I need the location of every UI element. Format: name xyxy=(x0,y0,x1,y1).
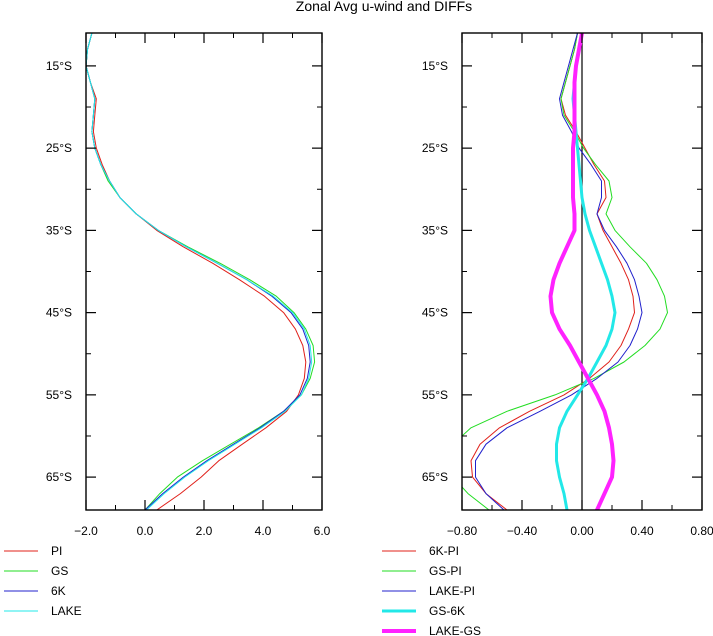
y-tick-label: 65°S xyxy=(422,470,448,484)
legend-label-gs-6k: GS-6K xyxy=(429,604,465,618)
series-line-gs-6k xyxy=(555,33,617,510)
x-tick-label: 0.40 xyxy=(630,524,654,538)
x-tick-label: −0.80 xyxy=(447,524,478,538)
left-panel-u-wind: 15°S 25°S 35°S 45°S 55°S 65°S −2.0 0.0 2.0 4.0 6.0… xyxy=(4,32,331,618)
axis-ticks xyxy=(85,33,323,510)
x-tick-label: 2.0 xyxy=(196,524,213,538)
series-line-gs xyxy=(86,33,316,510)
axis-ticks xyxy=(461,33,703,510)
legend-label-lake: LAKE xyxy=(51,604,82,618)
legend-label-lake-gs: LAKE-GS xyxy=(429,624,481,636)
x-tick-label: 4.0 xyxy=(255,524,272,538)
series-line-gs-pi xyxy=(462,33,668,510)
series-line-pi xyxy=(86,33,307,510)
series-line-6k xyxy=(86,33,311,510)
x-tick-label: −0.40 xyxy=(507,524,538,538)
y-tick-label: 35°S xyxy=(46,223,72,237)
legend-label-6k: 6K xyxy=(51,584,66,598)
legend-label-gs: GS xyxy=(51,564,68,578)
y-tick-label: 25°S xyxy=(46,141,72,155)
series-line-lake xyxy=(86,33,313,510)
series-line-6k-pi xyxy=(470,33,635,510)
legend-label-6k-pi: 6K-PI xyxy=(429,544,459,558)
chart-title: Zonal Avg u-wind and DIFFs xyxy=(296,0,472,14)
legend-label-gs-pi: GS-PI xyxy=(429,564,462,578)
y-tick-label: 45°S xyxy=(422,306,448,320)
series-group xyxy=(86,33,316,510)
y-tick-label: 65°S xyxy=(46,470,72,484)
series-line-lake-gs xyxy=(548,33,616,510)
y-tick-label: 55°S xyxy=(422,388,448,402)
right-panel-diffs: 15°S 25°S 35°S 45°S 55°S 65°S −0.80 −0.40 0.00 0.… xyxy=(382,32,713,636)
y-tick-label: 35°S xyxy=(422,223,448,237)
plot-frame xyxy=(85,32,323,511)
y-tick-label: 15°S xyxy=(46,59,72,73)
legend: PI GS 6K LAKE xyxy=(4,544,82,618)
x-tick-label: 0.80 xyxy=(690,524,713,538)
series-line-lake-pi xyxy=(475,33,643,510)
y-tick-label: 25°S xyxy=(422,141,448,155)
y-tick-label: 55°S xyxy=(46,388,72,402)
x-tick-label: 0.0 xyxy=(137,524,154,538)
legend: 6K-PI GS-PI LAKE-PI GS-6K LAKE-GS xyxy=(382,544,481,636)
legend-label-lake-pi: LAKE-PI xyxy=(429,584,475,598)
x-tick-label: 0.00 xyxy=(570,524,594,538)
x-tick-label: 6.0 xyxy=(314,524,331,538)
y-tick-label: 15°S xyxy=(422,59,448,73)
y-tick-label: 45°S xyxy=(46,306,72,320)
legend-label-pi: PI xyxy=(51,544,62,558)
x-tick-label: −2.0 xyxy=(74,524,98,538)
series-group xyxy=(462,33,668,510)
